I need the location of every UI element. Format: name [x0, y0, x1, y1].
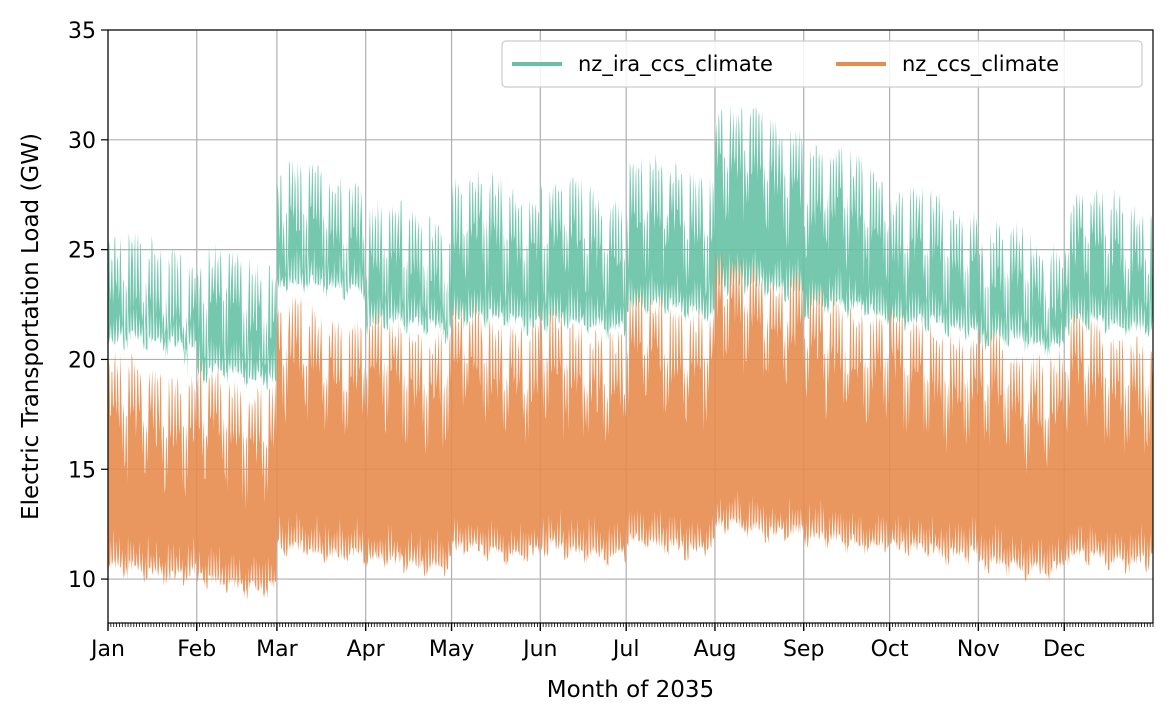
x-tick-label: May	[429, 637, 474, 662]
x-tick-label: Aug	[693, 637, 736, 662]
x-tick-label: Jan	[89, 637, 125, 662]
x-tick-label: Nov	[957, 637, 1000, 662]
axes: 10 15 20 25 30 35 Jan Feb Mar Apr May Jun Jul Aug Sep O…	[68, 19, 1154, 662]
x-tick-label: Dec	[1043, 637, 1086, 662]
x-minor-ticks	[107, 623, 1154, 627]
y-tick-label: 30	[68, 129, 96, 154]
legend-label: nz_ccs_climate	[902, 52, 1059, 77]
y-tick-label: 20	[68, 348, 96, 373]
y-tick-label: 10	[68, 568, 96, 593]
x-tick-label: Sep	[783, 637, 824, 662]
series-area-nz_ccs_climate	[108, 251, 1153, 601]
x-tick-label: Oct	[871, 637, 909, 662]
x-tick-label: Apr	[347, 637, 386, 662]
legend-label: nz_ira_ccs_climate	[578, 52, 773, 77]
legend: nz_ira_ccs_climate nz_ccs_climate	[501, 40, 1143, 88]
x-tick-label: Jul	[611, 637, 640, 662]
y-tick-label: 25	[68, 239, 96, 264]
y-tick-label: 35	[68, 19, 96, 44]
x-tick-label: Mar	[256, 637, 298, 662]
series-areas	[108, 105, 1153, 601]
plot-frame	[107, 29, 1154, 624]
x-axis-title: Month of 2035	[547, 677, 714, 703]
y-tick-label: 15	[68, 458, 96, 483]
x-tick-label: Feb	[177, 637, 216, 662]
x-tick-label: Jun	[521, 637, 557, 662]
y-axis-title: Electric Transportation Load (GW)	[18, 133, 44, 520]
series-area-nz_ira_ccs_climate	[108, 105, 1153, 390]
legend-box	[501, 40, 1143, 88]
